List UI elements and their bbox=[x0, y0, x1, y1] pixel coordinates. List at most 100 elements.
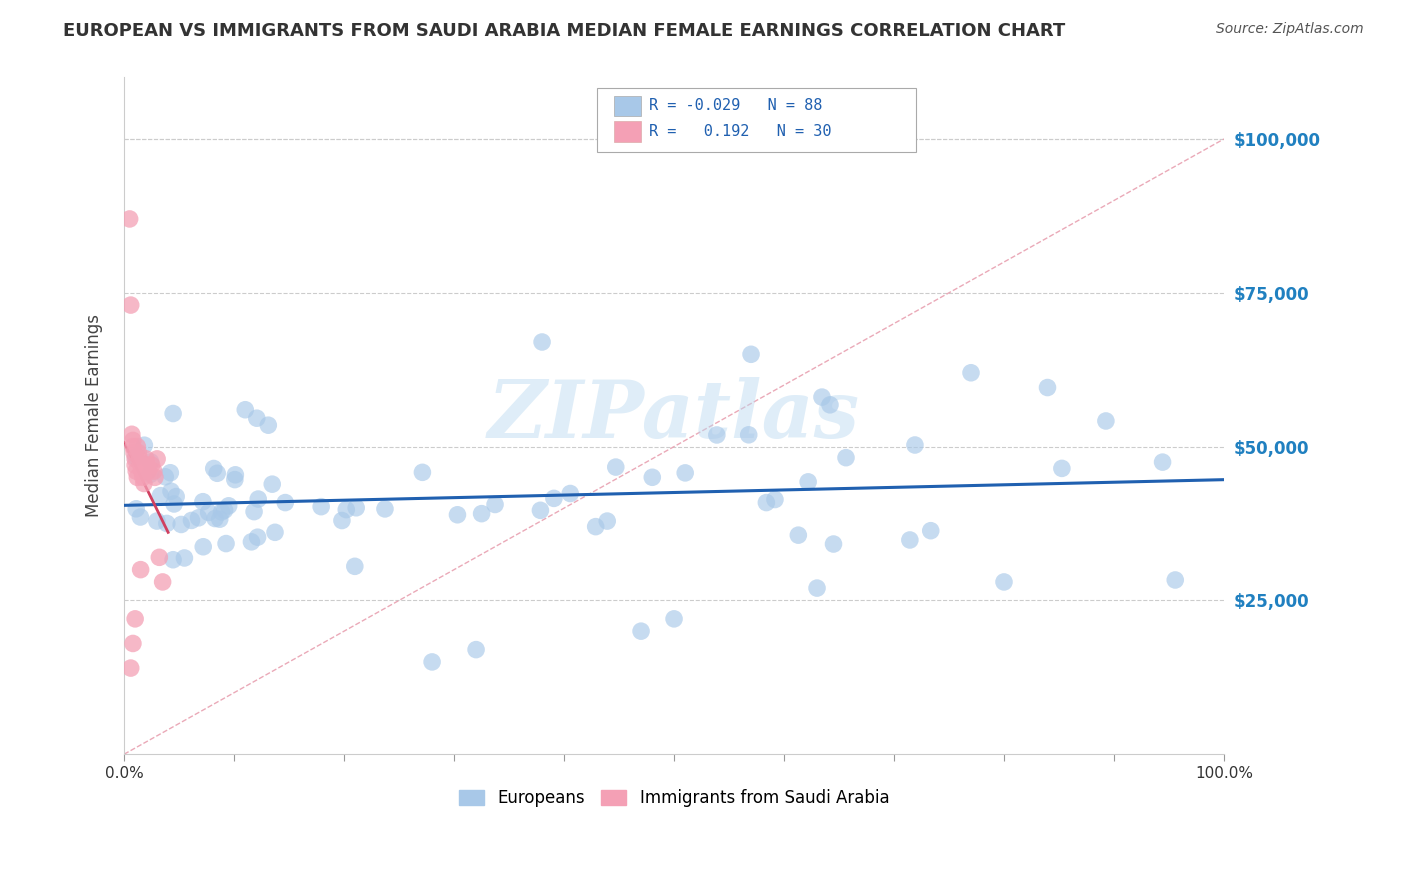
Point bbox=[122, 636, 145, 650]
Point bbox=[127, 440, 149, 454]
Point bbox=[193, 540, 215, 554]
Text: R =   0.192   N = 30: R = 0.192 N = 30 bbox=[648, 124, 831, 139]
Point bbox=[993, 574, 1015, 589]
Point bbox=[142, 464, 165, 478]
Point bbox=[335, 502, 357, 516]
Point bbox=[240, 534, 263, 549]
Point bbox=[214, 503, 236, 517]
Point bbox=[835, 450, 858, 465]
Point bbox=[605, 460, 627, 475]
Point bbox=[465, 642, 488, 657]
Point bbox=[152, 574, 174, 589]
Point bbox=[274, 495, 297, 509]
Point bbox=[120, 661, 142, 675]
Point bbox=[124, 450, 146, 465]
FancyBboxPatch shape bbox=[613, 121, 641, 142]
Point bbox=[131, 464, 153, 478]
Point bbox=[173, 551, 195, 566]
Point bbox=[797, 475, 820, 489]
Point bbox=[122, 434, 145, 448]
Legend: Europeans, Immigrants from Saudi Arabia: Europeans, Immigrants from Saudi Arabia bbox=[453, 782, 896, 814]
Point bbox=[165, 490, 187, 504]
Point bbox=[755, 495, 778, 509]
Point bbox=[344, 500, 367, 515]
Text: EUROPEAN VS IMMIGRANTS FROM SAUDI ARABIA MEDIAN FEMALE EARNINGS CORRELATION CHAR: EUROPEAN VS IMMIGRANTS FROM SAUDI ARABIA… bbox=[63, 22, 1066, 40]
Point bbox=[146, 514, 169, 528]
Point bbox=[343, 559, 366, 574]
Point bbox=[257, 418, 280, 433]
Point bbox=[134, 438, 156, 452]
Point bbox=[180, 513, 202, 527]
Point bbox=[136, 464, 159, 478]
Point bbox=[1095, 414, 1118, 428]
Point bbox=[135, 451, 157, 466]
Point bbox=[1050, 461, 1073, 475]
Point bbox=[560, 486, 582, 500]
Point bbox=[243, 505, 266, 519]
Point bbox=[420, 655, 443, 669]
Point bbox=[156, 516, 179, 531]
Point bbox=[806, 581, 828, 595]
Point bbox=[127, 470, 149, 484]
Point bbox=[159, 466, 181, 480]
Point bbox=[122, 440, 145, 454]
Point bbox=[215, 536, 238, 550]
Point bbox=[129, 458, 152, 472]
Text: ZIPatlas: ZIPatlas bbox=[488, 377, 860, 455]
Point bbox=[139, 455, 162, 469]
FancyBboxPatch shape bbox=[598, 87, 917, 152]
Point bbox=[124, 612, 146, 626]
Point bbox=[262, 477, 284, 491]
Point bbox=[132, 476, 155, 491]
Point bbox=[170, 517, 193, 532]
Point bbox=[246, 411, 269, 425]
Point bbox=[1164, 573, 1187, 587]
Point bbox=[484, 498, 506, 512]
Point bbox=[823, 537, 845, 551]
Point bbox=[122, 446, 145, 460]
Point bbox=[309, 500, 332, 514]
Point bbox=[120, 298, 142, 312]
Point bbox=[208, 512, 231, 526]
Point bbox=[125, 501, 148, 516]
Point bbox=[246, 530, 269, 544]
Point bbox=[531, 334, 554, 349]
Point bbox=[148, 550, 170, 565]
Point bbox=[136, 458, 159, 472]
Point bbox=[818, 398, 841, 412]
Point bbox=[471, 507, 494, 521]
Point bbox=[129, 510, 152, 524]
Point bbox=[446, 508, 468, 522]
Point bbox=[264, 525, 287, 540]
Point bbox=[904, 438, 927, 452]
Point bbox=[155, 470, 177, 484]
Point bbox=[920, 524, 942, 538]
Text: R = -0.029   N = 88: R = -0.029 N = 88 bbox=[648, 98, 823, 113]
Point bbox=[146, 451, 169, 466]
Point bbox=[585, 519, 607, 533]
Point bbox=[630, 624, 652, 639]
Point bbox=[118, 211, 141, 226]
Point bbox=[211, 505, 233, 519]
Point bbox=[132, 470, 155, 484]
Point bbox=[205, 467, 228, 481]
Point bbox=[224, 473, 246, 487]
Point bbox=[233, 402, 256, 417]
Point bbox=[529, 503, 551, 517]
Point bbox=[197, 505, 219, 519]
Point bbox=[662, 612, 685, 626]
Point bbox=[160, 484, 183, 499]
Point bbox=[596, 514, 619, 528]
Point bbox=[141, 458, 163, 472]
Point bbox=[124, 451, 146, 466]
FancyBboxPatch shape bbox=[613, 95, 641, 116]
Point bbox=[202, 461, 225, 475]
Point bbox=[163, 497, 186, 511]
Point bbox=[641, 470, 664, 484]
Point bbox=[247, 491, 270, 506]
Point bbox=[224, 467, 246, 482]
Point bbox=[125, 464, 148, 478]
Point bbox=[149, 489, 172, 503]
Point bbox=[330, 514, 353, 528]
Point bbox=[129, 563, 152, 577]
